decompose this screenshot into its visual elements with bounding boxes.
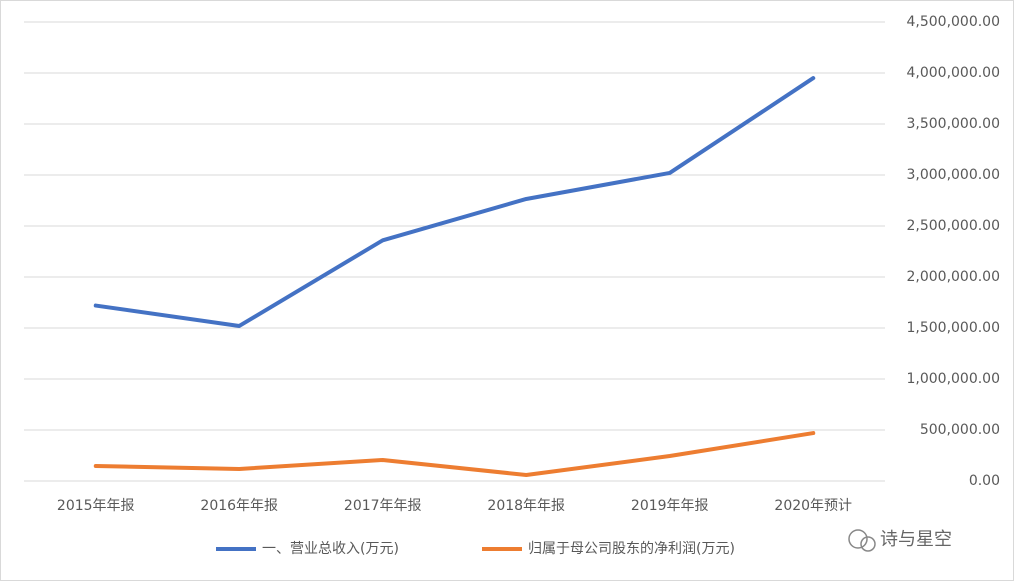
y-tick-label: 0.00 xyxy=(969,473,1000,489)
y-tick-label: 3,500,000.00 xyxy=(906,116,1000,132)
y-tick-label: 4,000,000.00 xyxy=(906,65,1000,81)
y-tick-label: 3,000,000.00 xyxy=(906,167,1000,183)
x-tick-label: 2020年预计 xyxy=(774,498,852,514)
x-tick-label: 2018年年报 xyxy=(487,498,565,514)
series-line xyxy=(93,76,816,328)
x-tick-label: 2015年年报 xyxy=(57,498,135,514)
y-tick-label: 2,500,000.00 xyxy=(906,218,1000,234)
watermark-icon xyxy=(848,529,876,552)
x-tick-label: 2019年年报 xyxy=(631,498,709,514)
y-tick-label: 2,000,000.00 xyxy=(906,269,1000,285)
x-tick-label: 2017年年报 xyxy=(344,498,422,514)
series-line xyxy=(93,431,816,477)
y-tick-label: 500,000.00 xyxy=(920,422,1000,438)
y-tick-label: 4,500,000.00 xyxy=(906,14,1000,30)
x-tick-label: 2016年年报 xyxy=(200,498,278,514)
y-tick-label: 1,000,000.00 xyxy=(906,371,1000,387)
y-tick-label: 1,500,000.00 xyxy=(906,320,1000,336)
legend-label: 一、营业总收入(万元) xyxy=(262,541,399,557)
legend-label: 归属于母公司股东的净利润(万元) xyxy=(528,540,735,557)
watermark: 诗与星空 xyxy=(880,529,952,550)
